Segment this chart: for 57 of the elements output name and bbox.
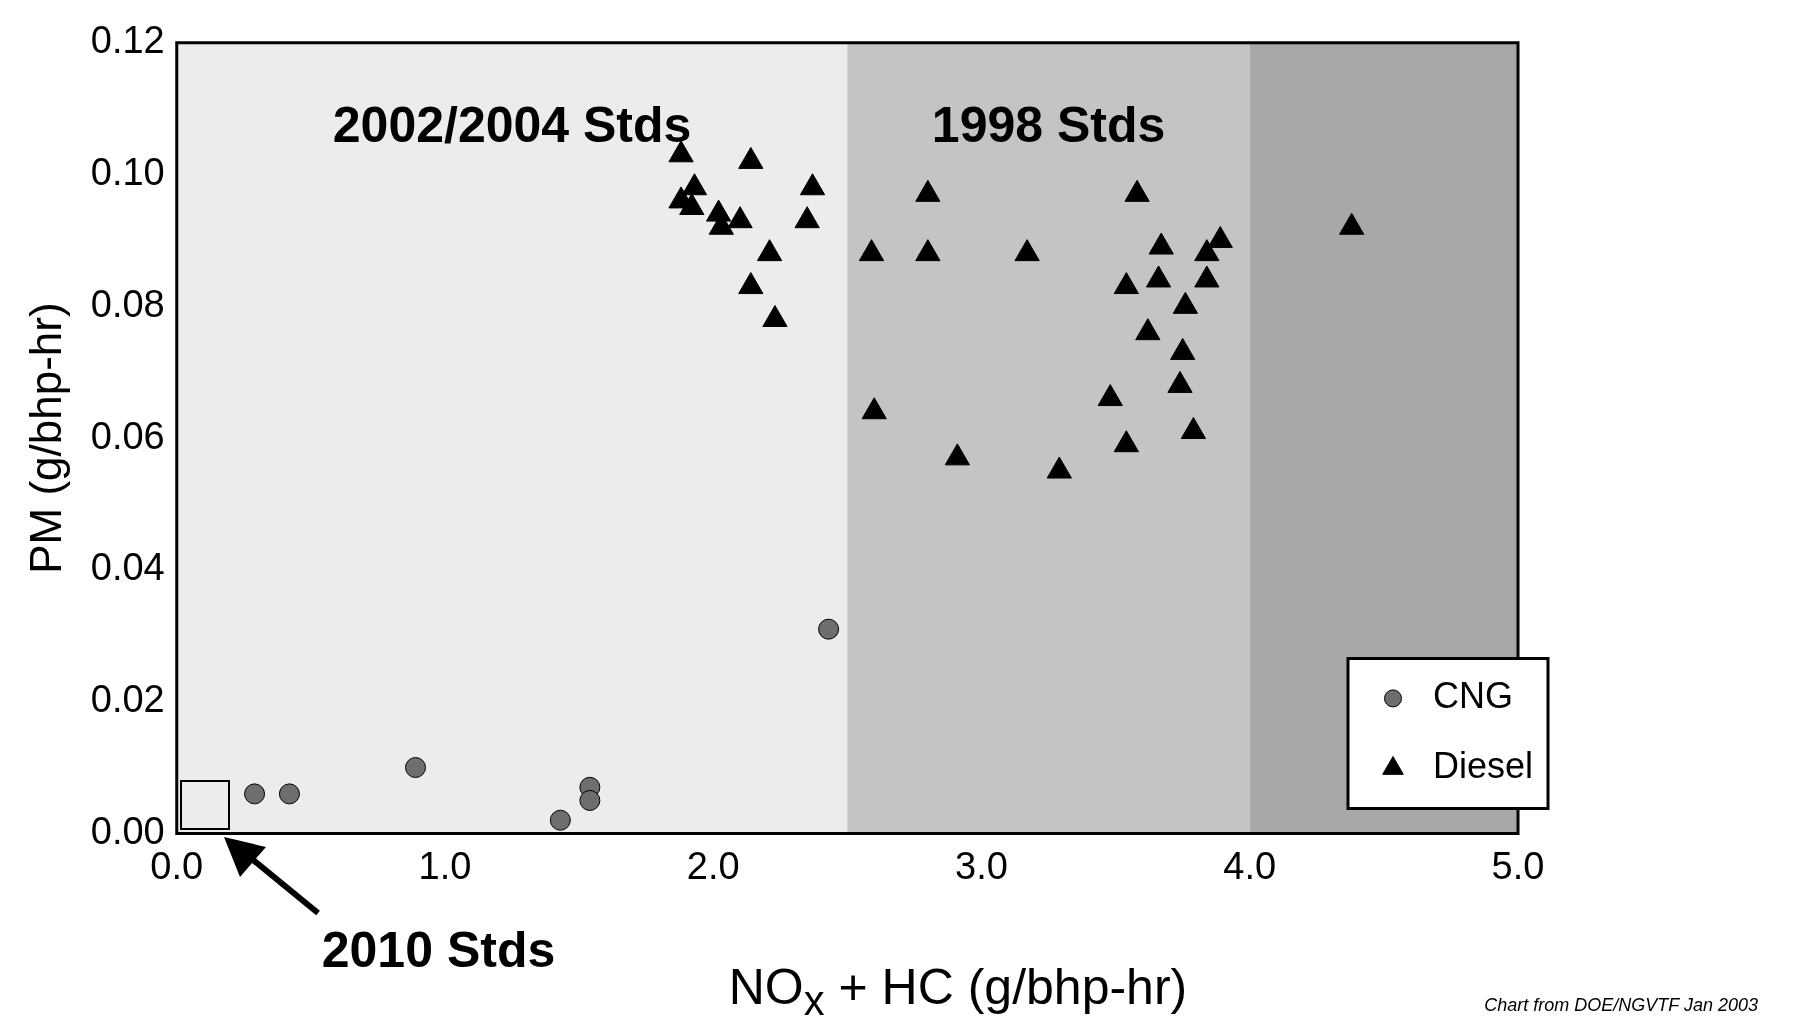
y-tick-label: 0.06 <box>90 414 165 457</box>
y-tick-label: 0.02 <box>90 678 165 721</box>
point <box>858 239 885 262</box>
point <box>762 305 788 328</box>
point <box>861 397 887 420</box>
point <box>1172 291 1198 314</box>
point <box>1167 370 1193 393</box>
point <box>681 173 708 196</box>
y-tick-label: 0.12 <box>90 19 165 62</box>
x-tick-label: 4.0 <box>1223 844 1277 887</box>
point <box>549 809 571 831</box>
point <box>1124 179 1150 202</box>
point <box>1194 265 1220 288</box>
point <box>1170 337 1196 360</box>
point <box>1113 272 1139 295</box>
x-tick-label: 3.0 <box>955 844 1008 887</box>
y-tick-label: 0.04 <box>90 546 165 589</box>
point <box>915 239 941 262</box>
x-tick-label: 1.0 <box>418 844 472 887</box>
point <box>915 179 941 202</box>
point <box>794 206 820 229</box>
point <box>799 173 826 196</box>
band-label: 2002/2004 Stds <box>332 96 692 153</box>
point <box>756 239 783 262</box>
point <box>278 783 300 805</box>
y-tick-label: 0.08 <box>90 282 165 325</box>
x-tick-label: 5.0 <box>1491 844 1545 887</box>
y-tick-label: 0.10 <box>90 151 165 194</box>
point <box>1207 225 1233 248</box>
point <box>1194 239 1220 262</box>
point <box>944 443 970 466</box>
legend-label: CNG <box>1433 675 1513 717</box>
x-axis-title: NO$_{x}$ + HC (g/bhp-hr) <box>727 958 1189 1025</box>
point <box>579 789 601 811</box>
point <box>1046 456 1072 479</box>
text: 2010 Stds <box>321 922 556 979</box>
point <box>679 193 705 216</box>
band-label: 1998 Stds <box>931 96 1166 153</box>
y-axis-title: PM (g/bhp-hr) <box>20 302 70 574</box>
text: Chart from DOE/NGVTF Jan 2003 <box>1484 995 1758 1015</box>
point <box>738 146 764 169</box>
point <box>1097 384 1123 407</box>
x-tick-label: 2.0 <box>686 844 740 887</box>
point <box>1339 212 1365 235</box>
point <box>244 783 266 805</box>
legend-label: Diesel <box>1433 745 1534 787</box>
point <box>818 618 840 640</box>
point <box>1135 318 1161 341</box>
point <box>405 757 426 779</box>
point <box>1113 430 1139 453</box>
point <box>1148 232 1174 255</box>
point <box>727 206 753 229</box>
point <box>668 140 694 163</box>
point <box>1014 239 1040 262</box>
point <box>1180 417 1207 440</box>
point <box>738 272 764 295</box>
point <box>1145 265 1172 288</box>
